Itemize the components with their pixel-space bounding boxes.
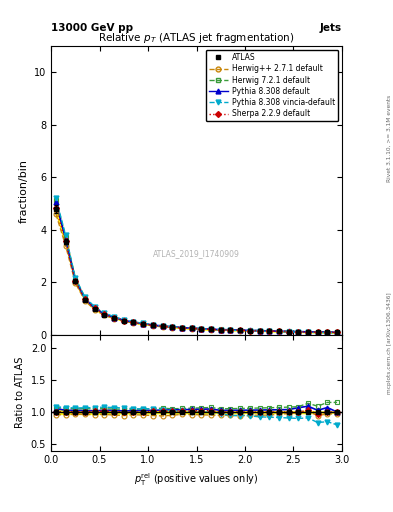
Legend: ATLAS, Herwig++ 2.7.1 default, Herwig 7.2.1 default, Pythia 8.308 default, Pythi: ATLAS, Herwig++ 2.7.1 default, Herwig 7.… bbox=[206, 50, 338, 121]
Text: Jets: Jets bbox=[320, 23, 342, 33]
Text: ATLAS_2019_I1740909: ATLAS_2019_I1740909 bbox=[153, 249, 240, 259]
Text: 13000 GeV pp: 13000 GeV pp bbox=[51, 23, 133, 33]
Y-axis label: fraction/bin: fraction/bin bbox=[18, 159, 28, 223]
Y-axis label: Ratio to ATLAS: Ratio to ATLAS bbox=[15, 357, 25, 429]
X-axis label: $p_\mathrm{T}^\mathrm{rel}$ (positive values only): $p_\mathrm{T}^\mathrm{rel}$ (positive va… bbox=[134, 471, 259, 488]
Text: Rivet 3.1.10, >= 3.1M events: Rivet 3.1.10, >= 3.1M events bbox=[387, 95, 392, 182]
Title: Relative $p_T$ (ATLAS jet fragmentation): Relative $p_T$ (ATLAS jet fragmentation) bbox=[98, 31, 295, 45]
Text: mcplots.cern.ch [arXiv:1306.3436]: mcplots.cern.ch [arXiv:1306.3436] bbox=[387, 292, 392, 394]
